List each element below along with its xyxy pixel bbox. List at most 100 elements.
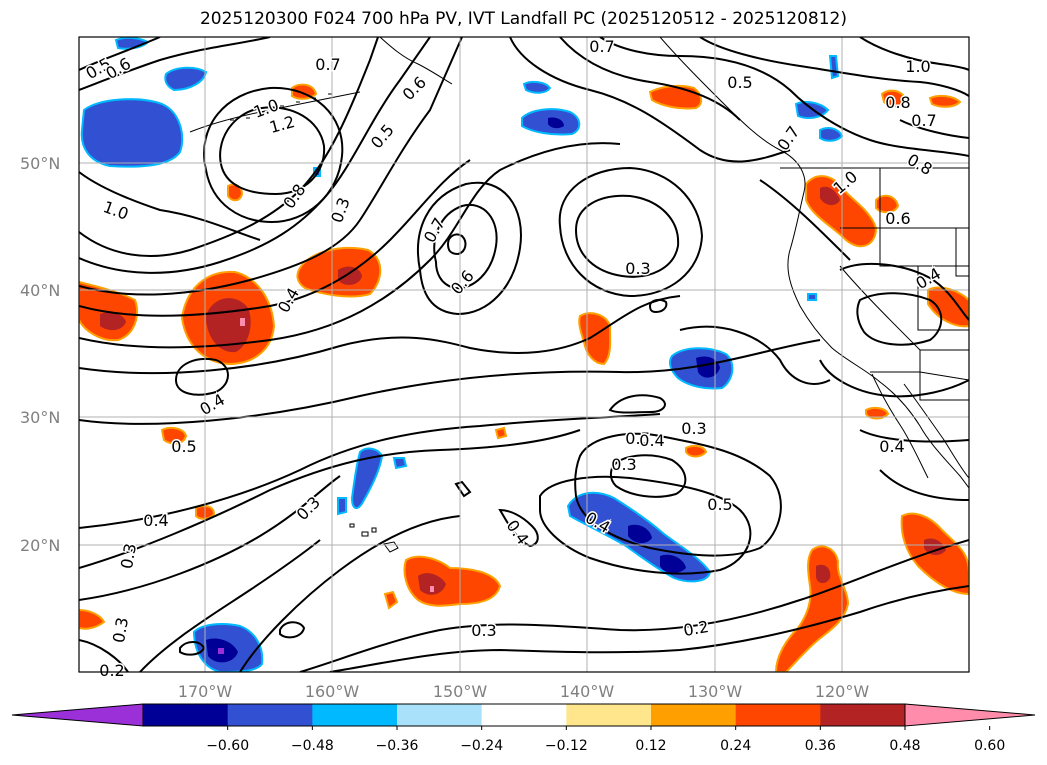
contour-label: 0.6 (447, 266, 478, 298)
contour-line (699, 37, 969, 97)
colorbar-bin (481, 704, 567, 726)
anomaly-region (160, 427, 188, 445)
colorbar-frame (142, 703, 906, 727)
colorbar-bin (397, 704, 483, 726)
contour-label: 0.5 (625, 429, 650, 448)
contour-line (79, 295, 681, 375)
anomaly-region (648, 84, 702, 110)
colorbar-tick-label: −0.60 (206, 738, 249, 754)
contour-line (498, 508, 539, 548)
contour-line (203, 86, 344, 224)
contour-line (559, 37, 741, 121)
contour-line (574, 194, 680, 278)
lon-label-120w: 120°W (815, 682, 870, 701)
contour-label: 0.7 (911, 111, 936, 130)
contour-label: 0.4 (274, 284, 303, 316)
contour-label: 0.5 (727, 73, 752, 92)
pv-contours (79, 37, 969, 672)
anomaly-region (660, 554, 686, 574)
contour-label: 0.8 (885, 93, 910, 112)
colorbar-bin (651, 704, 737, 726)
map-frame (78, 36, 970, 673)
colorbar-bin (735, 704, 821, 726)
contour-label: 1.0 (905, 57, 930, 76)
lat-label-40n: 40°N (20, 281, 60, 300)
contour-line (79, 339, 821, 425)
anomaly-region (685, 444, 708, 458)
contour-line (279, 621, 306, 639)
anomaly-region (206, 298, 251, 353)
us-state-border (917, 266, 969, 331)
colorbar-tick-label: −0.12 (545, 738, 588, 754)
contour-label: 0.6 (885, 209, 910, 228)
anomaly-region (924, 538, 946, 556)
anomaly-region (928, 94, 962, 108)
us-state-border (955, 228, 969, 277)
anomaly-region (392, 457, 408, 470)
anomaly-region (337, 497, 347, 516)
contour-line (819, 359, 969, 398)
contour-line (79, 37, 431, 274)
mexico-border (870, 371, 969, 381)
colorbar-tick-label: −0.36 (376, 738, 419, 754)
colorbar-bin (566, 704, 652, 726)
contour-line (608, 394, 666, 414)
anomaly-region (696, 356, 720, 378)
contour-label: 0.4 (879, 437, 904, 456)
contour-line (79, 37, 379, 257)
anomaly-region (819, 127, 844, 142)
lon-label-160w: 160°W (305, 682, 360, 701)
colorbar-tick-label: 0.36 (805, 738, 836, 754)
colorbar-extend-low (11, 703, 144, 727)
contour-line (79, 159, 471, 317)
baja-peninsula (871, 373, 929, 479)
contour-line (79, 142, 621, 349)
anomaly-region (80, 98, 184, 168)
contour-line (879, 469, 969, 501)
negative-anomaly-regions (80, 37, 844, 672)
contour-line (79, 639, 129, 672)
contour-line (79, 37, 161, 71)
colorbar-tick-label: −0.24 (460, 738, 503, 754)
contour-label: 0.8 (904, 150, 936, 179)
anomaly-region (164, 66, 208, 92)
contour-line (433, 203, 498, 290)
contour-line (219, 106, 326, 196)
anomaly-region (350, 447, 384, 509)
colorbar-tick-label: −0.48 (291, 738, 334, 754)
contour-line (139, 539, 321, 672)
lat-label-30n: 30°N (20, 408, 60, 427)
contour-line (454, 480, 472, 498)
contour-label: 0.3 (471, 621, 496, 640)
anomaly-region (383, 590, 399, 610)
contour-label: 0.3 (109, 616, 132, 644)
colorbar-tick-label: 0.48 (889, 738, 920, 754)
contour-label: 0.6 (399, 73, 430, 104)
contour-line (509, 37, 791, 163)
contour-line (599, 37, 969, 157)
anomaly-region (774, 545, 850, 672)
contour-line (859, 37, 969, 71)
anomaly-region (578, 312, 612, 366)
lon-label-130w: 130°W (688, 682, 743, 701)
contour-line (679, 325, 831, 385)
contour-line (859, 429, 969, 443)
contour-label: 0.4 (639, 431, 664, 450)
anomaly-region (79, 608, 106, 630)
hawaiian-islands (349, 523, 399, 553)
colorbar-bin (143, 704, 229, 726)
colorbar-bin (820, 704, 906, 726)
anomaly-region (522, 80, 552, 94)
contour-line (609, 454, 687, 498)
anomaly-region (218, 648, 224, 654)
aleutian-chain (189, 91, 361, 133)
colorbar-tick-label: 0.12 (635, 738, 666, 754)
us-state-border (839, 265, 969, 351)
contour-line (79, 37, 463, 296)
anomaly-region (494, 426, 508, 440)
anomaly-region (628, 524, 652, 544)
colorbar-bin (312, 704, 398, 726)
contour-line (856, 292, 943, 346)
contour-label: 0.3 (611, 455, 636, 474)
anomaly-region (338, 266, 362, 285)
